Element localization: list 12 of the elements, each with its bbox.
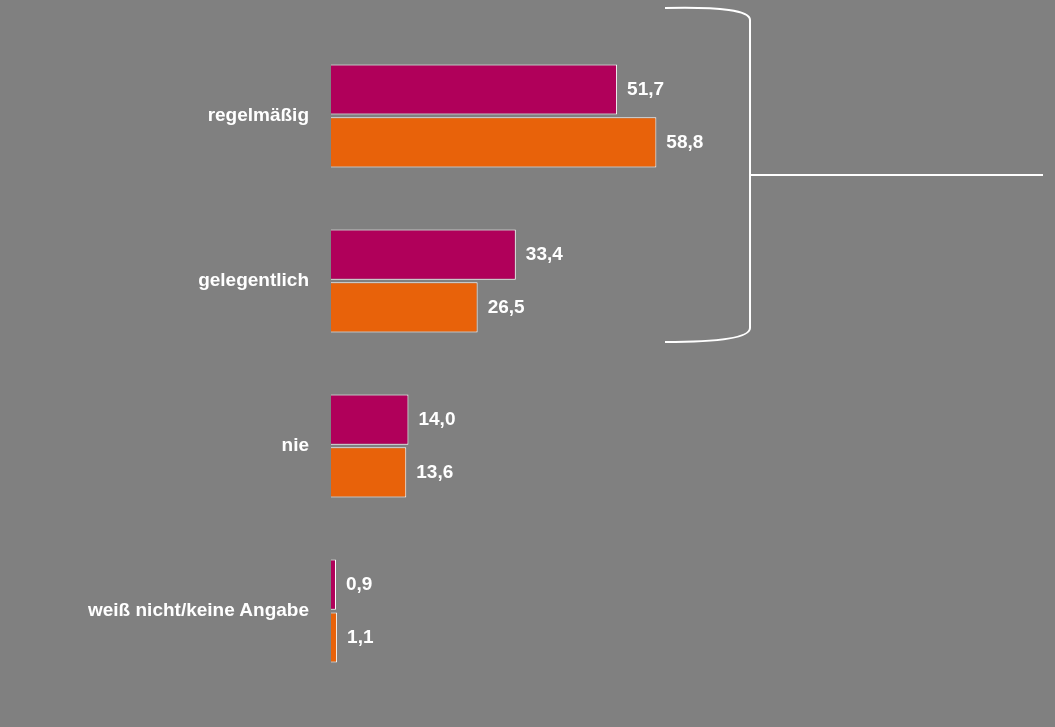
y-tick-label: regelmäßig <box>207 104 309 126</box>
data-label: 13,6 <box>416 460 454 482</box>
data-label: 26,5 <box>487 295 526 317</box>
data-label: 33,4 <box>525 242 564 264</box>
data-label: 1,1 <box>347 625 374 647</box>
data-label: 51,7 <box>627 77 665 99</box>
y-tick-label: nie <box>281 434 309 456</box>
y-tick-label: weiß nicht/keine Angabe <box>86 599 309 621</box>
y-tick-label: gelegentlich <box>198 269 309 291</box>
data-label: 0,9 <box>345 572 373 594</box>
data-label: 58,8 <box>666 130 704 152</box>
data-label: 14,0 <box>418 407 456 429</box>
